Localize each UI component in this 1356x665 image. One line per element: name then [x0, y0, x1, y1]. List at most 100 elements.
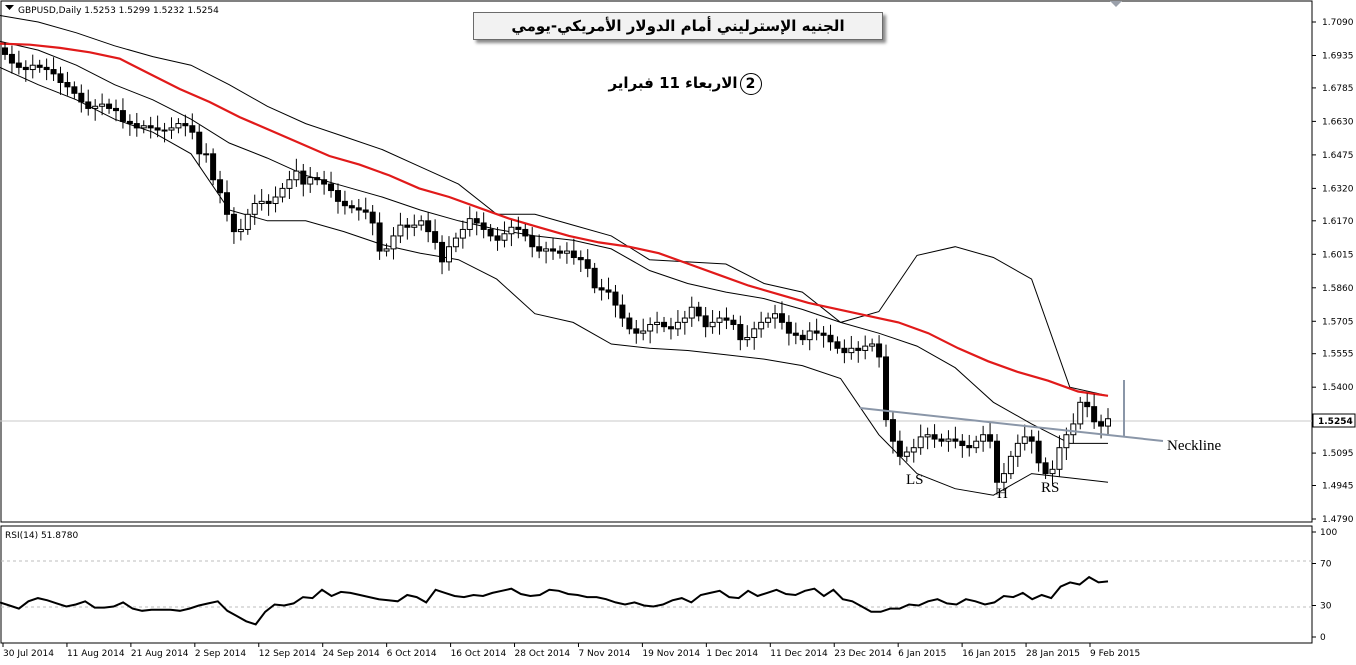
candle-body	[1035, 440, 1042, 464]
candle-body	[834, 341, 841, 349]
rsi-tick-label: 100	[1320, 528, 1337, 538]
candle-body	[591, 267, 598, 289]
price-tick-label: 1.6935	[1322, 51, 1354, 61]
candle-body	[355, 207, 362, 211]
time-tick-label: 16 Oct 2014	[451, 649, 507, 659]
candle-body	[1091, 406, 1098, 423]
candle-body	[543, 248, 550, 252]
candle-body	[404, 224, 411, 228]
candle-body	[612, 291, 619, 306]
candle-body	[654, 321, 661, 326]
rsi-tick-label: 30	[1320, 602, 1332, 612]
candle-body	[244, 213, 251, 230]
price-tick-label: 1.6170	[1322, 217, 1354, 227]
candle-body	[390, 235, 397, 250]
candle-body	[716, 317, 723, 323]
time-tick-label: 7 Nov 2014	[578, 649, 630, 659]
candle-body	[147, 125, 154, 129]
candle-body	[772, 313, 779, 319]
candle-body	[896, 440, 903, 457]
candle-body	[362, 209, 369, 213]
candle-body	[71, 86, 78, 94]
arrow-down-icon	[1110, 1, 1122, 7]
candle-body	[376, 222, 383, 252]
candle-body	[29, 64, 36, 71]
price-tick-label: 1.4790	[1322, 515, 1354, 525]
lower-band-line	[0, 66, 1109, 496]
chart-title-box: الجنيه الإسترليني أمام الدولار الأمريكي-…	[473, 12, 883, 40]
candle-body	[661, 321, 668, 328]
candle-body	[348, 205, 355, 209]
time-axis: 30 Jul 2014 11 Aug 2014 21 Aug 2014 2 Sep 2…	[2, 643, 1140, 659]
time-tick-label: 23 Dec 2014	[834, 649, 892, 659]
candle-body	[883, 356, 890, 421]
candle-body	[1000, 473, 1007, 483]
candle-body	[397, 224, 404, 237]
candle-body	[994, 440, 1001, 483]
candle-body	[168, 127, 175, 131]
candle-body	[751, 328, 758, 338]
ls-label: LS	[906, 472, 924, 488]
price-tick-label: 1.7090	[1322, 18, 1354, 28]
time-tick-label: 2 Sep 2014	[195, 649, 247, 659]
candle-body	[50, 69, 57, 75]
candle-body	[210, 153, 217, 181]
candlesticks	[2, 42, 1111, 495]
upper-band-line	[0, 15, 1109, 397]
candle-body	[820, 332, 827, 336]
candle-body	[966, 445, 973, 449]
candle-body	[459, 228, 466, 239]
candle-body	[681, 317, 688, 323]
candle-body	[917, 436, 924, 449]
h-label: H	[997, 486, 1008, 502]
candle-body	[1014, 442, 1021, 457]
rsi-tick-label: 70	[1320, 560, 1332, 570]
candle-body	[1007, 455, 1014, 475]
candle-body	[973, 440, 980, 449]
candle-body	[272, 196, 279, 205]
candle-body	[78, 92, 85, 103]
candle-body	[570, 250, 577, 259]
candle-body	[730, 319, 737, 326]
rsi-frame	[0, 525, 1313, 644]
price-tick-label: 1.5400	[1322, 383, 1354, 393]
candle-body	[480, 222, 487, 230]
time-tick-label: 28 Jan 2015	[1026, 649, 1080, 659]
candle-body	[466, 218, 473, 230]
candle-body	[334, 190, 341, 202]
candle-body	[889, 419, 896, 442]
candle-body	[230, 213, 237, 233]
candle-body	[688, 306, 695, 319]
candle-body	[813, 330, 820, 334]
candle-body	[1028, 436, 1035, 442]
candle-body	[869, 343, 876, 347]
candle-body	[529, 235, 536, 248]
candle-body	[806, 330, 813, 341]
candle-body	[515, 226, 522, 230]
time-tick-label: 9 Feb 2015	[1090, 649, 1140, 659]
time-tick-label: 11 Aug 2014	[67, 649, 125, 659]
ma-line	[0, 42, 1109, 397]
candle-body	[445, 246, 452, 263]
candle-body	[1105, 418, 1111, 427]
candle-body	[418, 220, 425, 226]
chart-title: الجنيه الإسترليني أمام الدولار الأمريكي-…	[511, 17, 845, 35]
neckline-line[interactable]	[859, 407, 1164, 442]
rsi-axis: 100 70 30 0	[1312, 528, 1337, 643]
price-tick-label: 1.5095	[1322, 449, 1354, 459]
time-tick-label: 24 Sep 2014	[323, 649, 380, 659]
candle-body	[848, 347, 855, 354]
candle-body	[314, 177, 321, 181]
candle-body	[737, 324, 744, 341]
bollinger-bands	[0, 15, 1109, 496]
candle-body	[702, 315, 709, 328]
candle-body	[300, 170, 307, 185]
candle-body	[1056, 447, 1063, 470]
price-tick-label: 1.6785	[1322, 84, 1354, 94]
main-frame	[0, 0, 1313, 523]
candle-body	[647, 324, 654, 332]
price-tick-label: 1.5555	[1322, 350, 1354, 360]
candle-body	[785, 321, 792, 334]
